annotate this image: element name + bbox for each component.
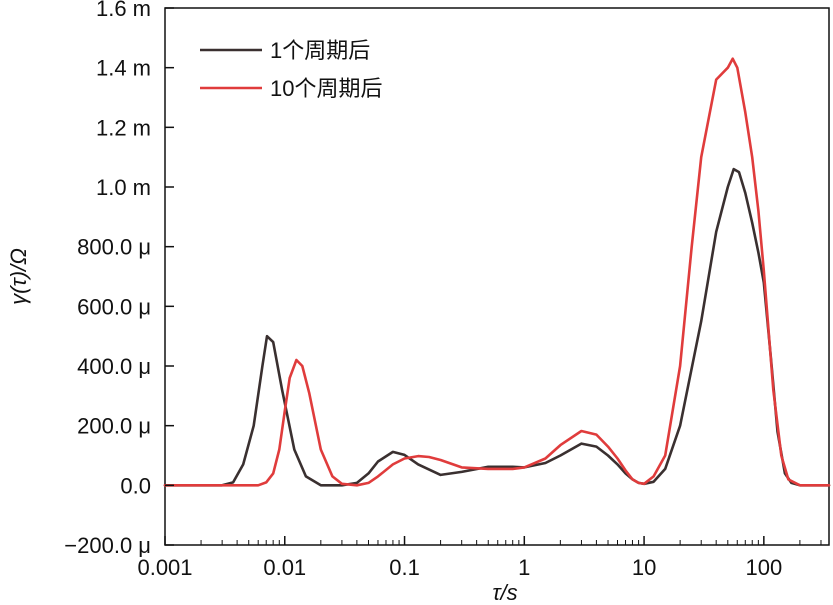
y-tick-label: −200.0 μ xyxy=(64,533,151,558)
series-line-1 xyxy=(163,167,831,487)
y-tick-label: 0.0 xyxy=(120,473,151,498)
x-tick-label: 1 xyxy=(518,555,530,580)
x-tick-label: 0.001 xyxy=(137,555,192,580)
legend-label-2: 10个周期后 xyxy=(270,76,382,101)
x-tick-label: 0.1 xyxy=(389,555,420,580)
legend: 1个周期后 10个周期后 xyxy=(200,38,382,101)
y-axis-label: γ(τ)/Ω xyxy=(6,248,31,305)
x-tick-label: 100 xyxy=(745,555,782,580)
y-tick-label: 600.0 μ xyxy=(77,294,151,319)
plot-frame xyxy=(164,7,830,546)
y-tick-label: 200.0 μ xyxy=(77,414,151,439)
y-tick-label: 1.4 m xyxy=(96,56,151,81)
y-axis-ticks: −200.0 μ 0.0 200.0 μ 400.0 μ 600.0 μ 800.0 μ 1… xyxy=(64,0,174,558)
y-tick-label: 800.0 μ xyxy=(77,235,151,260)
series-group xyxy=(163,57,831,487)
x-axis-label: τ/s xyxy=(492,580,517,605)
x-tick-label: 10 xyxy=(632,555,656,580)
x-tick-label: 0.01 xyxy=(263,555,306,580)
series-line-2 xyxy=(163,57,831,487)
plot-area xyxy=(164,7,830,546)
y-tick-label: 1.6 m xyxy=(96,0,151,21)
x-axis-ticks: 0.001 0.01 0.1 1 10 100 xyxy=(137,536,822,580)
legend-label-1: 1个周期后 xyxy=(270,38,370,63)
y-tick-label: 1.0 m xyxy=(96,175,151,200)
y-tick-label: 1.2 m xyxy=(96,115,151,140)
y-tick-label: 400.0 μ xyxy=(77,354,151,379)
